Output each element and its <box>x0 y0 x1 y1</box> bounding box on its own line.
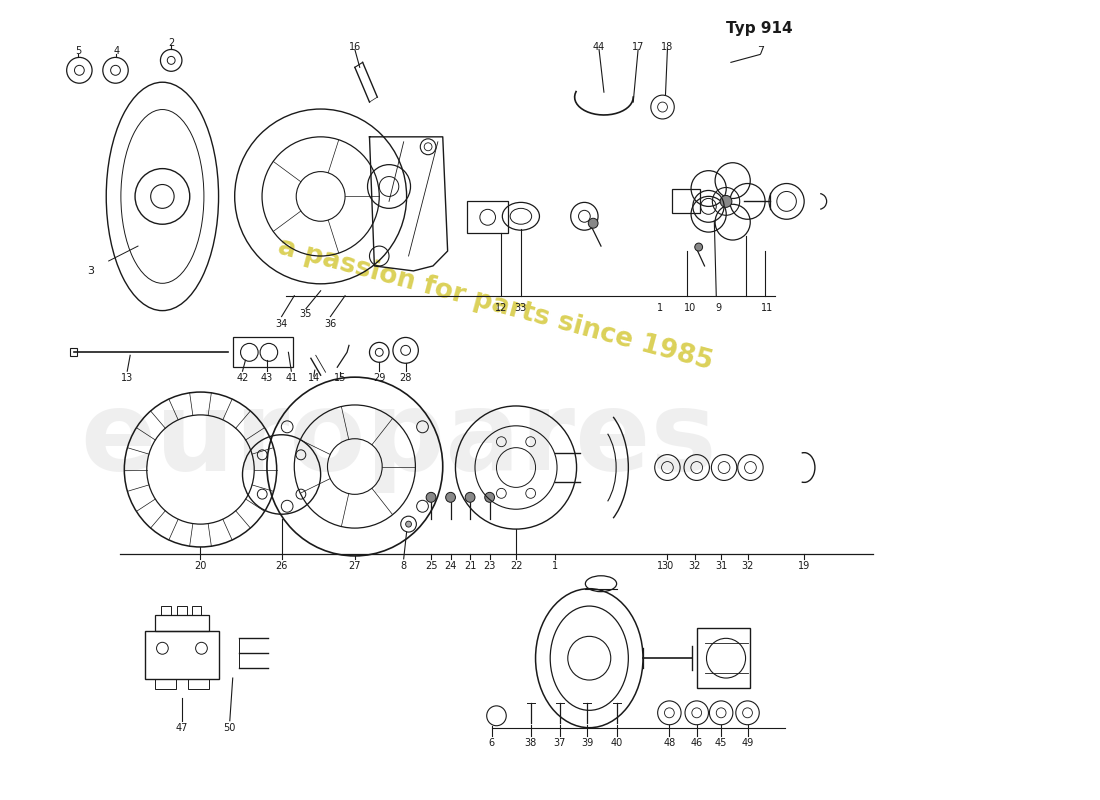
Text: 28: 28 <box>399 373 411 383</box>
Text: 47: 47 <box>176 722 188 733</box>
Text: 7: 7 <box>757 46 763 57</box>
Text: 31: 31 <box>715 561 727 571</box>
Text: 29: 29 <box>373 373 385 383</box>
Text: 15: 15 <box>334 373 346 383</box>
Text: 45: 45 <box>715 738 727 748</box>
Text: 14: 14 <box>308 373 320 383</box>
Text: 19: 19 <box>798 561 811 571</box>
Text: 35: 35 <box>300 309 312 318</box>
Circle shape <box>426 492 436 502</box>
Text: 2: 2 <box>168 38 174 47</box>
Text: 9: 9 <box>715 302 722 313</box>
Text: 6: 6 <box>488 738 495 748</box>
Text: 33: 33 <box>515 302 527 313</box>
Circle shape <box>695 243 703 251</box>
Circle shape <box>588 218 598 228</box>
Text: 44: 44 <box>593 42 605 53</box>
Text: 3: 3 <box>88 266 95 276</box>
Text: 4: 4 <box>113 46 120 57</box>
Bar <box>155 615 209 631</box>
Text: 25: 25 <box>425 561 438 571</box>
Circle shape <box>406 521 411 527</box>
Text: 49: 49 <box>741 738 754 748</box>
Text: 18: 18 <box>661 42 673 53</box>
Text: 12: 12 <box>495 302 507 313</box>
Text: 5: 5 <box>75 46 81 57</box>
Text: 46: 46 <box>691 738 703 748</box>
Bar <box>162 606 172 615</box>
Circle shape <box>485 492 495 502</box>
Text: 1: 1 <box>657 302 662 313</box>
Text: 17: 17 <box>631 42 645 53</box>
Text: 16: 16 <box>349 42 361 53</box>
Bar <box>145 631 219 679</box>
Text: 26: 26 <box>275 561 288 571</box>
Bar <box>177 606 187 615</box>
Bar <box>69 348 77 356</box>
Text: 20: 20 <box>195 561 207 571</box>
Text: 13: 13 <box>121 373 133 383</box>
Bar <box>696 629 750 688</box>
Bar <box>191 606 201 615</box>
Text: europares: europares <box>80 386 717 494</box>
Circle shape <box>465 492 475 502</box>
Circle shape <box>720 195 732 207</box>
Text: 27: 27 <box>349 561 361 571</box>
Text: 42: 42 <box>236 373 249 383</box>
Text: 48: 48 <box>663 738 675 748</box>
Text: 1: 1 <box>552 561 558 571</box>
Text: 39: 39 <box>581 738 593 748</box>
Text: Typ 914: Typ 914 <box>726 21 793 36</box>
Text: 43: 43 <box>261 373 273 383</box>
Text: 1: 1 <box>657 561 662 571</box>
Text: 40: 40 <box>610 738 623 748</box>
Bar <box>672 190 700 214</box>
Text: 30: 30 <box>661 561 673 571</box>
Text: 50: 50 <box>223 722 236 733</box>
Text: 37: 37 <box>553 738 566 748</box>
Text: 36: 36 <box>324 318 337 329</box>
Text: 10: 10 <box>684 302 696 313</box>
Bar <box>468 202 508 233</box>
Text: 8: 8 <box>400 561 407 571</box>
Bar <box>155 679 176 689</box>
Bar <box>188 679 209 689</box>
Text: a passion for parts since 1985: a passion for parts since 1985 <box>275 234 716 375</box>
Text: 22: 22 <box>509 561 522 571</box>
Text: 24: 24 <box>444 561 456 571</box>
Text: 41: 41 <box>285 373 297 383</box>
Text: 11: 11 <box>761 302 773 313</box>
Bar <box>233 338 294 367</box>
Text: 34: 34 <box>275 318 288 329</box>
Text: 32: 32 <box>741 561 754 571</box>
Text: 21: 21 <box>464 561 476 571</box>
Text: 23: 23 <box>483 561 496 571</box>
Circle shape <box>446 492 455 502</box>
Text: 32: 32 <box>689 561 701 571</box>
Text: 38: 38 <box>525 738 537 748</box>
